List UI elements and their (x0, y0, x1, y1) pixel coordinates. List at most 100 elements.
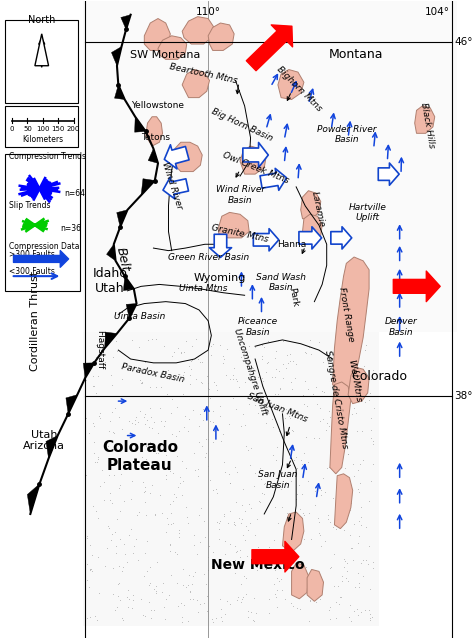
Point (216, 340, 223, 350)
Point (369, 612, 376, 622)
Point (344, 362, 352, 373)
Point (108, 529, 116, 539)
Point (159, 578, 167, 588)
Point (260, 489, 267, 499)
Point (227, 478, 234, 488)
Point (330, 449, 337, 459)
Point (286, 413, 293, 424)
Point (153, 334, 160, 344)
Point (134, 417, 141, 427)
Text: Cordilleran Thrust: Cordilleran Thrust (30, 271, 40, 371)
Point (261, 468, 269, 478)
Point (325, 604, 333, 615)
Point (314, 576, 322, 586)
Point (359, 454, 366, 465)
Point (226, 469, 233, 479)
Point (237, 518, 244, 528)
Point (94, 454, 101, 465)
Point (89, 381, 97, 391)
Point (349, 459, 357, 469)
Point (318, 485, 325, 495)
Point (287, 598, 295, 608)
Point (184, 426, 191, 436)
Point (350, 471, 358, 481)
Text: 150: 150 (52, 126, 65, 132)
Point (306, 341, 313, 351)
Point (227, 374, 234, 385)
Point (93, 615, 100, 626)
Point (256, 463, 264, 473)
Point (345, 449, 352, 459)
Point (172, 491, 180, 502)
Point (142, 441, 149, 451)
Point (307, 584, 315, 594)
Point (343, 508, 351, 518)
Point (233, 467, 240, 477)
Point (97, 408, 104, 419)
Point (208, 561, 216, 571)
Point (190, 530, 198, 541)
Point (189, 404, 197, 415)
Point (111, 443, 118, 454)
Point (204, 606, 211, 616)
Point (331, 454, 338, 465)
Point (234, 592, 241, 602)
Point (202, 434, 210, 444)
Point (290, 454, 298, 465)
Point (328, 427, 336, 438)
Point (351, 346, 359, 357)
Point (245, 606, 252, 616)
Text: Front Range: Front Range (337, 286, 356, 343)
Point (222, 369, 229, 380)
Text: 46°: 46° (455, 37, 473, 47)
Point (280, 336, 287, 346)
Point (86, 564, 93, 574)
Point (196, 537, 204, 547)
Point (115, 578, 123, 588)
Point (315, 337, 322, 348)
Text: <300 Faults: <300 Faults (9, 267, 55, 276)
Point (370, 563, 377, 573)
Point (128, 603, 136, 613)
Point (320, 387, 328, 397)
Point (283, 363, 290, 373)
Point (94, 552, 101, 562)
Point (363, 555, 370, 565)
Point (324, 509, 331, 520)
Point (89, 371, 96, 381)
Point (234, 375, 241, 385)
Point (181, 347, 188, 357)
Point (367, 433, 375, 443)
Point (273, 573, 281, 583)
Text: Compression Data: Compression Data (9, 242, 80, 251)
Point (118, 424, 126, 435)
Point (217, 604, 224, 614)
Point (242, 573, 250, 583)
Point (269, 489, 277, 500)
Point (323, 418, 331, 428)
Point (94, 371, 101, 381)
Point (279, 373, 287, 383)
Point (93, 339, 100, 350)
Point (250, 481, 257, 491)
Point (313, 399, 321, 410)
Point (182, 463, 190, 473)
Point (112, 336, 119, 346)
Point (124, 585, 132, 595)
Point (103, 543, 111, 553)
Point (287, 476, 294, 486)
Point (146, 437, 154, 447)
Point (304, 475, 311, 486)
Point (179, 370, 187, 380)
Point (256, 497, 264, 507)
Point (241, 420, 249, 431)
Point (197, 410, 204, 420)
Point (282, 477, 290, 488)
Point (182, 582, 189, 592)
Text: Uinta Basin: Uinta Basin (114, 312, 165, 321)
Point (229, 370, 237, 380)
Point (347, 616, 355, 626)
Point (237, 351, 245, 362)
Point (180, 389, 187, 399)
Point (297, 410, 304, 420)
